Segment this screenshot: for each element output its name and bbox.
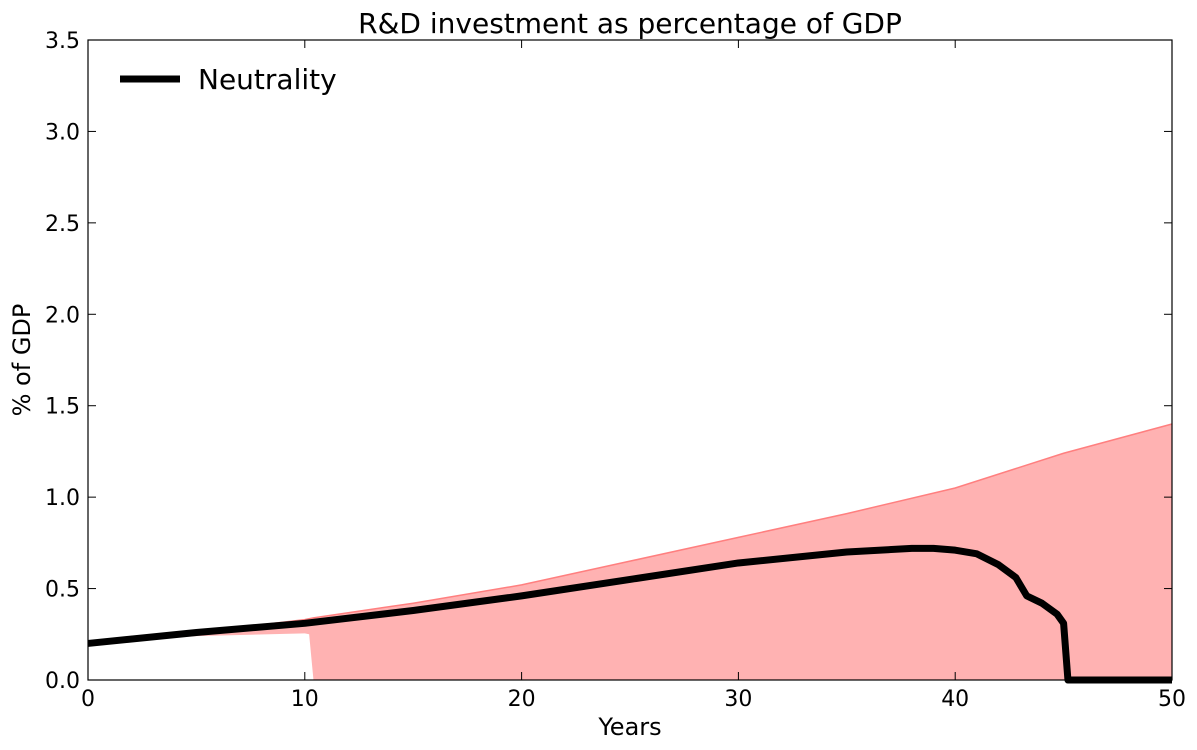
y-tick-label: 0.5 bbox=[45, 578, 80, 603]
shaded-band bbox=[88, 424, 1172, 680]
y-tick-label: 2.5 bbox=[45, 212, 80, 237]
y-tick-label: 3.0 bbox=[45, 120, 80, 145]
x-tick-label: 30 bbox=[724, 687, 752, 712]
x-tick-label: 20 bbox=[508, 687, 536, 712]
x-tick-label: 50 bbox=[1158, 687, 1186, 712]
x-tick-label: 40 bbox=[941, 687, 969, 712]
x-tick-label: 10 bbox=[291, 687, 319, 712]
x-axis-label: Years bbox=[597, 713, 661, 741]
plot-area bbox=[87, 423, 1173, 684]
y-tick-label: 1.0 bbox=[45, 486, 80, 511]
y-axis-label: % of GDP bbox=[8, 304, 36, 417]
y-tick-label: 2.0 bbox=[45, 303, 80, 328]
y-tick-label: 0.0 bbox=[45, 669, 80, 694]
series-line-neutrality bbox=[87, 544, 1172, 684]
legend-label-neutrality: Neutrality bbox=[198, 63, 337, 96]
x-axis-ticks: 0 10 20 30 40 50 bbox=[81, 40, 1186, 712]
y-tick-label: 1.5 bbox=[45, 395, 80, 420]
x-tick-label: 0 bbox=[81, 687, 95, 712]
legend: Neutrality bbox=[120, 63, 337, 96]
chart-title: R&D investment as percentage of GDP bbox=[358, 7, 902, 40]
plot-frame bbox=[87, 39, 1173, 681]
shaded-band-edge bbox=[87, 423, 1173, 645]
y-tick-label: 3.5 bbox=[45, 29, 80, 54]
y-axis-ticks: 0.0 0.5 1.0 1.5 2.0 2.5 3.0 3.5 bbox=[45, 29, 1172, 694]
